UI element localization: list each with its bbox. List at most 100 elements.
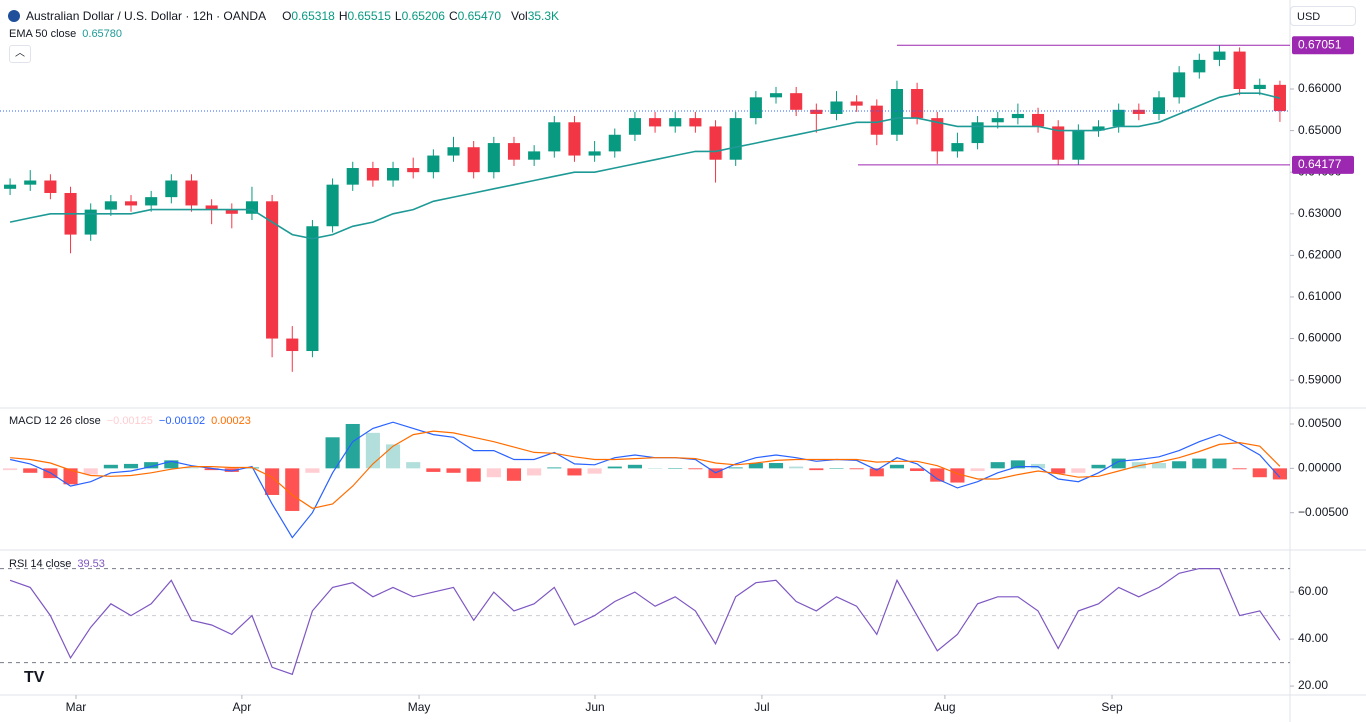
ema-name: EMA 50 close [9, 28, 77, 40]
ohlc-value: 0.65206 [401, 9, 445, 23]
macd-histogram-bar [768, 463, 784, 469]
macd-line [9, 421, 1281, 539]
level-label: 0.67051 [1298, 37, 1342, 51]
header: Australian Dollar / U.S. Dollar · 12h · … [8, 9, 559, 23]
y-tick-label: 0.63000 [1298, 206, 1342, 220]
candle-body [487, 143, 500, 173]
candle-body [185, 180, 198, 206]
macd-histogram-bar [1252, 468, 1267, 478]
symbol-icon [8, 10, 20, 22]
candle-body [346, 168, 359, 185]
macd-histogram-bar [1232, 468, 1247, 470]
ohlc-value: 0.65318 [291, 9, 335, 23]
macd-histogram-bar [990, 462, 1005, 469]
ohlc-item: C0.65470 [449, 9, 501, 23]
candle-body [1152, 97, 1166, 114]
macd-histogram-bar [325, 437, 340, 469]
candle-body [387, 168, 400, 181]
x-tick-label: Apr [233, 700, 252, 714]
candle-body [729, 118, 742, 160]
candle-body [84, 209, 97, 235]
macd-histogram-bar [1010, 460, 1025, 469]
macd-histogram-bar [144, 462, 159, 469]
macd-histogram-bar [1071, 468, 1086, 473]
ema-legend: EMA 50 close 0.65780 [9, 28, 122, 40]
y-tick-label: 60.00 [1298, 584, 1328, 598]
ohlc-item: H0.65515 [339, 9, 391, 23]
macd-histogram-bar [889, 464, 905, 469]
macd-histogram-bar [1111, 458, 1126, 469]
macd-histogram-bar [486, 468, 501, 478]
macd-histogram-bar [829, 468, 844, 469]
ohlc-label: C [448, 9, 458, 23]
x-tick-label: Mar [66, 700, 87, 714]
macd-histogram-bar [1172, 461, 1187, 469]
macd-histogram-bar [547, 467, 562, 469]
candle-body [1032, 113, 1045, 127]
candle-body [528, 151, 541, 160]
candle-body [165, 180, 178, 198]
y-tick-label: 20.00 [1298, 678, 1328, 692]
macd-histogram-bar [789, 466, 804, 469]
candle-body [669, 118, 682, 127]
macd-histogram-bar [466, 468, 481, 482]
ohlc-value: 0.65515 [347, 9, 391, 23]
candle-body [1132, 109, 1145, 114]
macd-histogram-bar [587, 468, 602, 474]
candle-body [225, 209, 238, 214]
macd-histogram-bar [688, 468, 703, 470]
macd-histogram-bar [345, 423, 360, 469]
candle-body [931, 118, 944, 152]
level-label: 0.64177 [1298, 157, 1342, 171]
ohlc-label: H [338, 9, 348, 23]
ohlc-item: O0.65318 [282, 9, 335, 23]
y-tick-label: 0.66000 [1298, 81, 1342, 95]
currency-select[interactable]: USD [1290, 6, 1356, 26]
macd-histogram-bar [970, 468, 985, 472]
rsi-value: 39.53 [77, 558, 105, 570]
volume-value: 35.3K [527, 9, 560, 23]
macd-histogram-bar [23, 468, 38, 473]
macd-histogram-bar [406, 462, 421, 469]
rsi-line [9, 568, 1281, 676]
x-tick-label: Aug [934, 700, 955, 714]
candle-body [266, 201, 279, 339]
macd-histogram-bar [184, 467, 199, 469]
macd-histogram-bar [506, 468, 522, 481]
candle-body [24, 180, 37, 185]
candle-body [790, 93, 803, 110]
volume-label: Vol [511, 9, 528, 23]
level-label-box [1292, 36, 1354, 55]
candle-body [1253, 84, 1266, 90]
macd-histogram-bar [1051, 468, 1066, 474]
candle-body [44, 180, 57, 193]
macd-value: −0.00102 [158, 415, 206, 427]
macd-histogram-bar [910, 468, 925, 472]
ema-value: 0.65780 [82, 28, 123, 40]
candle-body [749, 97, 762, 119]
candle-body [971, 122, 984, 144]
macd-histogram-bar [63, 468, 78, 485]
macd-histogram-bar [204, 468, 219, 471]
macd-histogram-bar [869, 468, 884, 477]
y-tick-label: 0.62000 [1298, 248, 1342, 262]
candle-body [1072, 130, 1085, 160]
level-label-box [1292, 155, 1354, 174]
candle-body [911, 89, 924, 119]
ohlc-item: L0.65206 [395, 9, 445, 23]
rsi-legend: RSI 14 close 39.53 [9, 558, 105, 570]
candle-body [447, 147, 460, 156]
macd-histogram-bar [103, 464, 118, 469]
candle-body [366, 168, 379, 181]
candle-body [608, 134, 621, 152]
collapse-button[interactable]: ︿ [9, 45, 31, 63]
candle-body [407, 168, 420, 173]
macd-histogram-bar [3, 468, 18, 471]
macd-histogram-bar [426, 468, 441, 472]
symbol-title: Australian Dollar / U.S. Dollar · 12h · … [26, 9, 267, 23]
candle-body [1233, 51, 1246, 90]
macd-histogram-bar [1151, 463, 1167, 469]
y-tick-label: 40.00 [1298, 631, 1328, 645]
macd-histogram-bar [164, 460, 179, 469]
